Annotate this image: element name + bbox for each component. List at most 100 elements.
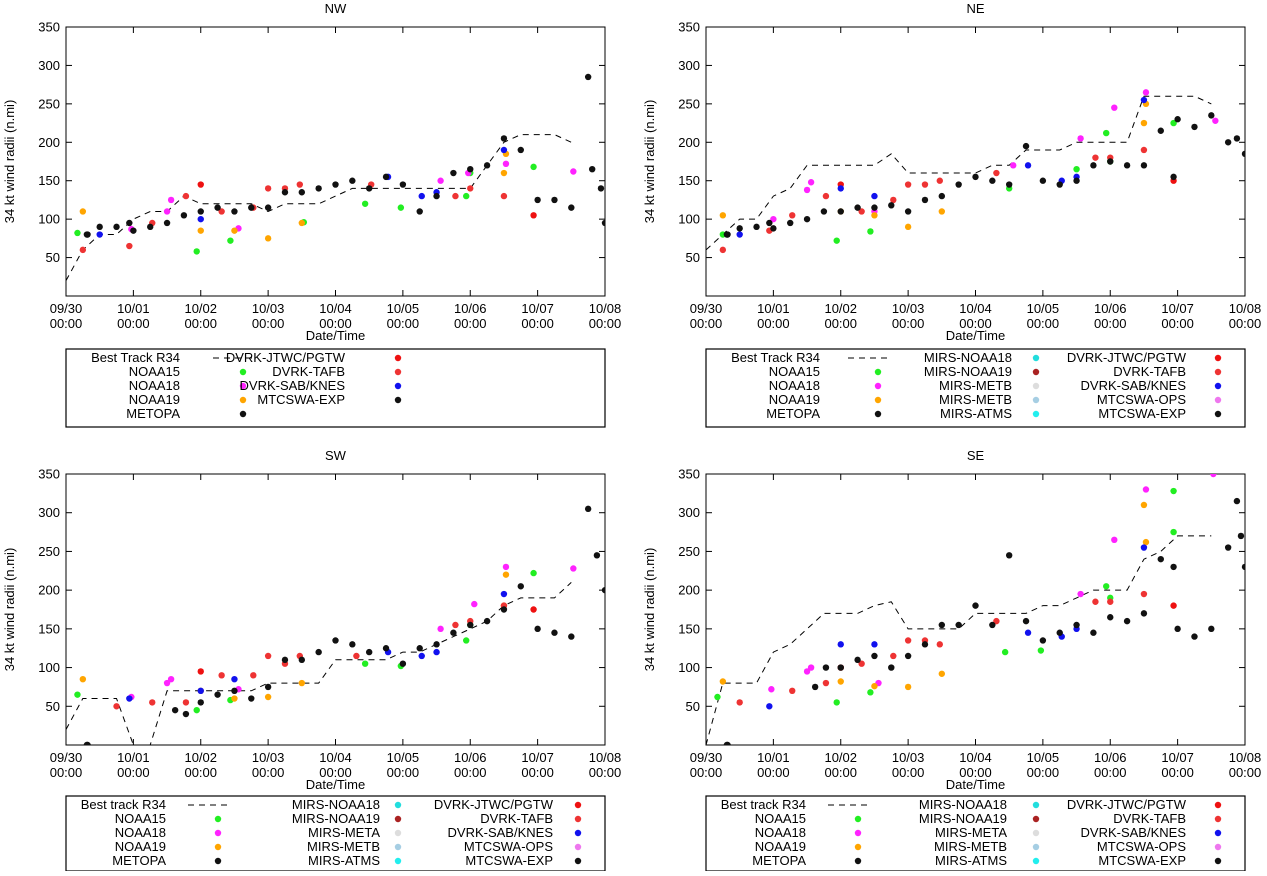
- data-point: [182, 710, 190, 718]
- data-point: [766, 703, 773, 710]
- data-point: [349, 177, 356, 184]
- data-point: [1208, 112, 1215, 119]
- data-point: [890, 652, 897, 660]
- x-axis-label: Date/Time: [946, 777, 1005, 792]
- data-point: [231, 227, 238, 234]
- data-point: [397, 204, 405, 211]
- data-point: [904, 637, 912, 644]
- x-axis-label: Date/Time: [946, 328, 1005, 343]
- data-point: [530, 163, 537, 171]
- data-point: [1073, 165, 1080, 173]
- legend-label: MIRS-METB: [934, 839, 1007, 854]
- x-tick-label: 00:00: [589, 765, 622, 780]
- x-tick-label: 00:00: [252, 316, 285, 331]
- y-tick-label: 150: [38, 621, 60, 636]
- x-tick-label: 00:00: [117, 316, 150, 331]
- x-tick-label: 00:00: [1027, 765, 1060, 780]
- x-tick-label: 10/08: [589, 750, 622, 765]
- legend-label: MIRS-ATMS: [935, 853, 1007, 868]
- data-point: [1170, 563, 1177, 571]
- legend-marker: [394, 382, 402, 390]
- data-point: [149, 699, 156, 706]
- y-tick-label: 300: [38, 58, 60, 73]
- data-point: [803, 186, 811, 194]
- plot-data: [66, 505, 605, 745]
- y-tick-label: 50: [46, 699, 60, 714]
- y-tick-label: 200: [38, 135, 60, 150]
- data-point: [1107, 598, 1114, 605]
- x-tick-label: 09/30: [690, 301, 723, 316]
- x-tick-label: 10/08: [589, 301, 622, 316]
- legend-label: MTCSWA-EXP: [465, 853, 553, 868]
- data-point: [936, 177, 943, 184]
- y-tick-label: 300: [38, 505, 60, 520]
- data-point: [1174, 625, 1181, 633]
- legend-marker: [574, 829, 582, 837]
- panel-title: SE: [967, 448, 985, 463]
- legend-label: MIRS-METB: [939, 378, 1012, 393]
- legend-label: DVRK-JTWC/PGTW: [226, 350, 346, 365]
- data-point: [517, 583, 524, 590]
- legend-label: NOAA15: [755, 811, 806, 826]
- data-point: [433, 648, 440, 656]
- data-point: [452, 621, 459, 629]
- data-point: [502, 160, 510, 168]
- y-tick-label: 100: [38, 212, 60, 227]
- data-point: [264, 652, 272, 660]
- x-tick-label: 00:00: [117, 765, 150, 780]
- x-tick-label: 10/08: [1229, 750, 1262, 765]
- y-axis-label: 34 kt wind radii (n.mi): [2, 100, 17, 224]
- data-point: [1024, 629, 1032, 636]
- data-point: [399, 660, 407, 667]
- series-mtcswa-exp: [723, 112, 1245, 238]
- legend-marker: [1032, 382, 1040, 390]
- legend-label: NOAA19: [755, 839, 806, 854]
- data-point: [736, 231, 743, 238]
- data-point: [766, 219, 773, 227]
- data-point: [126, 695, 133, 702]
- legend-label: MIRS-NOAA18: [919, 797, 1007, 812]
- x-tick-label: 00:00: [387, 765, 420, 780]
- y-tick-label: 50: [686, 250, 700, 265]
- x-tick-label: 00:00: [757, 765, 790, 780]
- y-tick-label: 250: [38, 544, 60, 559]
- x-tick-label: 10/07: [1161, 301, 1194, 316]
- series-noaa19: [79, 150, 510, 242]
- data-point: [837, 678, 844, 685]
- legend-marker: [239, 368, 247, 376]
- data-point: [1090, 162, 1097, 169]
- legend-marker: [1214, 857, 1222, 865]
- data-point: [753, 223, 760, 231]
- y-tick-label: 100: [678, 212, 700, 227]
- data-point: [1092, 154, 1099, 161]
- data-point: [1039, 177, 1047, 184]
- y-tick-label: 350: [38, 467, 60, 482]
- data-point: [736, 225, 743, 232]
- data-point: [989, 621, 996, 629]
- y-tick-label: 150: [678, 621, 700, 636]
- data-point: [723, 741, 731, 745]
- x-tick-label: 00:00: [184, 765, 217, 780]
- data-point: [1056, 629, 1063, 636]
- data-point: [888, 664, 895, 671]
- data-point: [502, 571, 510, 578]
- x-tick-label: 00:00: [454, 765, 487, 780]
- legend-marker: [1214, 829, 1222, 837]
- data-point: [1111, 104, 1118, 111]
- legend-label: NOAA19: [769, 392, 820, 407]
- data-point: [1073, 621, 1080, 629]
- x-tick-label: 00:00: [1094, 316, 1127, 331]
- series-noaa18: [768, 474, 1217, 693]
- data-point: [96, 223, 103, 231]
- data-point: [250, 672, 257, 679]
- data-point: [871, 192, 878, 200]
- x-tick-label: 10/07: [1161, 750, 1194, 765]
- x-tick-label: 00:00: [824, 316, 857, 331]
- data-point: [1039, 637, 1047, 644]
- x-tick-label: 10/07: [521, 301, 554, 316]
- data-point: [601, 219, 605, 227]
- data-point: [1210, 474, 1217, 478]
- series-noaa19: [719, 501, 1150, 691]
- data-point: [182, 699, 190, 706]
